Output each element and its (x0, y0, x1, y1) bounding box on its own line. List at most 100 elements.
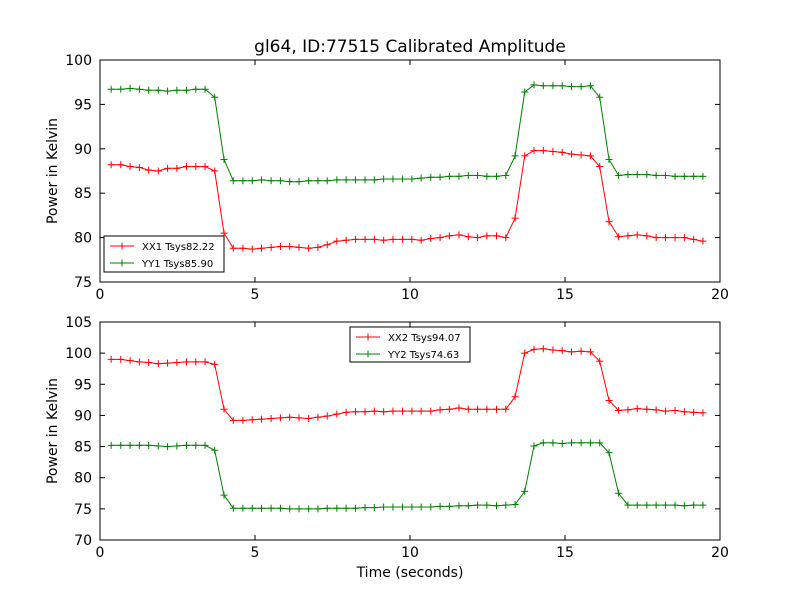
data-point (286, 505, 294, 513)
data-point (248, 177, 256, 185)
data-point (323, 177, 331, 185)
x-tick-label: 0 (96, 287, 105, 303)
data-point (173, 442, 181, 450)
data-point (351, 408, 359, 416)
y-tick-label: 85 (74, 186, 92, 202)
data-point (399, 503, 407, 511)
x-tick-label: 10 (401, 545, 419, 561)
data-point (126, 163, 134, 171)
data-point (661, 171, 669, 179)
data-point (474, 405, 482, 413)
data-point (586, 152, 594, 160)
data-point (539, 439, 547, 447)
data-point (135, 441, 143, 449)
data-point (323, 241, 331, 249)
y-tick-label: 70 (74, 533, 92, 549)
data-point (220, 229, 228, 237)
data-point (164, 359, 172, 367)
data-point (305, 415, 313, 423)
data-point (427, 234, 435, 242)
data-point (427, 503, 435, 511)
y-tick-label: 100 (65, 53, 92, 69)
data-point (633, 171, 641, 179)
data-point (568, 439, 576, 447)
data-point (558, 347, 566, 355)
data-point (333, 237, 341, 245)
data-point (511, 393, 519, 401)
data-point (305, 177, 313, 185)
data-point (417, 236, 425, 244)
data-point (211, 93, 219, 101)
data-point (577, 151, 585, 159)
data-point (399, 235, 407, 243)
data-point (314, 177, 322, 185)
data-point (586, 348, 594, 356)
data-point (492, 232, 500, 240)
data-point (577, 83, 585, 91)
data-point (549, 346, 557, 354)
data-point (107, 161, 115, 169)
data-point (267, 504, 275, 512)
data-point (135, 85, 143, 93)
data-point (154, 442, 162, 450)
legend-label: YY1 Tsys85.90 (141, 259, 213, 270)
data-point (699, 172, 707, 180)
data-point (342, 176, 350, 184)
data-point (380, 408, 388, 416)
data-point (107, 85, 115, 93)
data-point (633, 231, 641, 239)
x-tick-label: 15 (556, 545, 574, 561)
data-point (502, 234, 510, 242)
x-tick-label: 15 (556, 287, 574, 303)
data-point (605, 155, 613, 163)
data-point (680, 502, 688, 510)
data-point (154, 360, 162, 368)
data-point (643, 501, 651, 509)
data-point (333, 504, 341, 512)
data-point (258, 176, 266, 184)
data-point (511, 152, 519, 160)
data-point (276, 242, 284, 250)
data-point (521, 152, 529, 160)
legend-box (349, 326, 471, 363)
data-point (652, 501, 660, 509)
data-point (502, 171, 510, 179)
data-point (474, 234, 482, 242)
data-point (351, 176, 359, 184)
data-point (511, 214, 519, 222)
data-point (661, 407, 669, 415)
data-point (455, 404, 463, 412)
data-point (276, 414, 284, 422)
data-point (633, 405, 641, 413)
legend-marker (118, 242, 126, 250)
data-point (295, 414, 303, 422)
data-point (455, 172, 463, 180)
data-point (436, 173, 444, 181)
data-point (342, 504, 350, 512)
data-point (596, 163, 604, 171)
data-point (351, 235, 359, 243)
data-point (389, 503, 397, 511)
data-point (417, 503, 425, 511)
data-point (399, 175, 407, 183)
data-point (351, 504, 359, 512)
data-point (643, 171, 651, 179)
x-tick-label: 5 (251, 545, 260, 561)
legend-marker (364, 350, 372, 358)
data-point (286, 413, 294, 421)
data-point (182, 86, 190, 94)
data-point (258, 504, 266, 512)
data-point (211, 167, 219, 175)
data-point (558, 439, 566, 447)
y-tick-label: 80 (74, 231, 92, 247)
data-point (680, 172, 688, 180)
data-point (276, 504, 284, 512)
data-point (135, 358, 143, 366)
data-point (577, 439, 585, 447)
data-point (455, 502, 463, 510)
y-tick-label: 85 (74, 440, 92, 456)
data-point (549, 439, 557, 447)
data-point (417, 407, 425, 415)
series-xx2 (107, 345, 707, 424)
data-point (502, 405, 510, 413)
